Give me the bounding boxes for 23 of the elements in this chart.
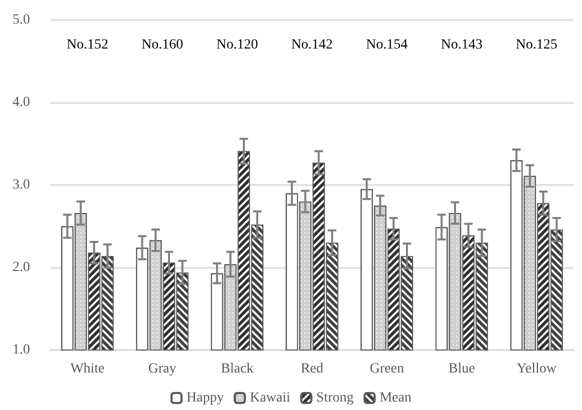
y-tick-label: 1.0 — [12, 342, 30, 358]
x-tick-label: Gray — [148, 362, 176, 376]
annotation: No.143 — [440, 38, 483, 52]
annotation: No.125 — [516, 38, 558, 52]
annotation: No.154 — [366, 38, 408, 52]
legend-label: Kawaii — [250, 390, 290, 406]
x-tick-label: Black — [220, 362, 254, 376]
y-tick-label: 5.0 — [12, 12, 30, 28]
legend-label: Strong — [316, 390, 354, 406]
y-tick-label: 4.0 — [12, 95, 30, 110]
legend-label: Happy — [186, 390, 224, 406]
x-tick-label: Blue — [448, 362, 475, 376]
legend-label: Mean — [380, 390, 412, 406]
annotation: No.120 — [216, 38, 258, 52]
annotation: No.160 — [141, 38, 184, 52]
y-tick-label: 3.0 — [12, 178, 30, 192]
x-tick-label: Red — [300, 362, 324, 376]
x-tick-label: Yellow — [516, 362, 558, 376]
y-tick-label: 2.0 — [12, 260, 30, 275]
x-tick-label: Green — [370, 362, 404, 376]
annotation: No.152 — [66, 38, 108, 52]
annotation: No.142 — [291, 38, 333, 52]
x-tick-label: White — [70, 362, 105, 376]
